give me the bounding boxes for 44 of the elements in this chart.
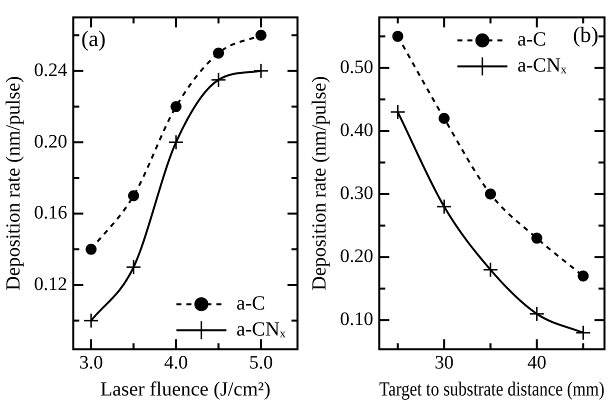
legend-label: a-CNₓ: [236, 318, 286, 340]
y-tick-label: 0.20: [34, 131, 68, 152]
x-axis-title: Target to substrate distance (mm): [379, 379, 604, 401]
point: [578, 270, 589, 282]
legend-label: a-C: [517, 28, 546, 51]
point: [86, 244, 97, 255]
y-tick-label: 0.16: [34, 202, 68, 224]
x-tick-label: 3.0: [79, 352, 103, 374]
point: [531, 232, 542, 244]
point: [482, 262, 498, 278]
x-tick-label: 30: [434, 352, 454, 374]
point: [255, 30, 266, 41]
y-tick-label: 0.10: [340, 309, 374, 330]
y-tick-label: 0.30: [340, 183, 374, 204]
y-axis-title: Deposition rate (nm/pulse): [2, 76, 24, 291]
point: [128, 190, 140, 202]
y-tick-label: 0.20: [340, 246, 374, 268]
point: [392, 30, 404, 42]
y-tick-label: 0.12: [34, 274, 68, 295]
legend-label: a-C: [236, 292, 266, 314]
point: [170, 101, 182, 112]
point: [484, 188, 496, 200]
legend-label: a-CNₓ: [517, 54, 567, 77]
point: [83, 312, 99, 328]
point: [390, 104, 406, 120]
y-axis-title: Deposition rate (nm/pulse): [308, 76, 330, 291]
annotation: (b): [572, 22, 598, 48]
point: [575, 325, 591, 341]
point: [168, 134, 184, 150]
y-tick-label: 0.50: [340, 56, 374, 78]
x-tick-label: 4.0: [164, 352, 188, 374]
annotation: (a): [81, 26, 106, 52]
point: [529, 306, 545, 322]
x-axis-title: Laser fluence (J/cm²): [100, 378, 271, 400]
y-tick-label: 0.40: [340, 120, 374, 141]
y-tick-label: 0.24: [34, 60, 68, 81]
point: [210, 72, 226, 88]
point: [213, 48, 224, 59]
point: [438, 112, 450, 124]
point: [436, 198, 452, 214]
point: [253, 63, 269, 79]
x-tick-label: 40: [527, 352, 546, 374]
x-tick-label: 5.0: [249, 352, 273, 374]
point: [126, 259, 142, 275]
